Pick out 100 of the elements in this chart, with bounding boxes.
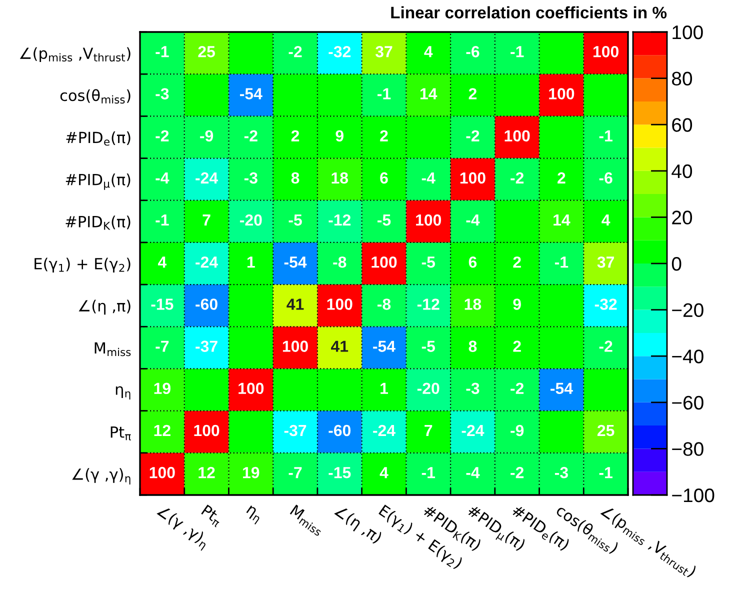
- data-label: -6: [599, 172, 612, 184]
- data-label: 100: [504, 130, 530, 142]
- data-label: -2: [244, 130, 258, 142]
- data-label: 100: [549, 88, 574, 100]
- data-label: -3: [466, 382, 480, 394]
- data-label: -24: [462, 424, 484, 436]
- y-tick-label: #PID$_{μ}$(π): [66, 174, 130, 190]
- color-bar-label: 20: [672, 210, 692, 224]
- y-tick-label: ∠(p$_{miss}$ ,V$_{thrust}$): [20, 47, 130, 62]
- data-label: 41: [286, 298, 304, 310]
- data-label: -24: [196, 256, 218, 268]
- color-bar-label: −100: [672, 488, 714, 502]
- data-label: -12: [417, 298, 440, 310]
- data-label: 6: [380, 172, 388, 184]
- data-label: -2: [288, 46, 302, 58]
- data-label: 25: [597, 424, 614, 436]
- data-label: -2: [466, 130, 480, 142]
- y-tick-label: Pt$_{π}$: [110, 426, 131, 440]
- data-label: 100: [416, 214, 442, 226]
- data-label: -32: [594, 298, 617, 310]
- data-label: -1: [510, 46, 524, 58]
- data-label: -4: [156, 172, 170, 184]
- data-label: -12: [328, 214, 351, 226]
- data-label: 1: [247, 256, 255, 268]
- data-label: -2: [599, 340, 612, 352]
- data-label: 100: [194, 424, 220, 436]
- data-label: -4: [466, 467, 480, 478]
- data-label: 19: [154, 382, 170, 394]
- data-label: -4: [466, 214, 480, 226]
- data-label: -6: [466, 46, 480, 58]
- color-bar-label: −60: [672, 396, 704, 410]
- data-label: -60: [196, 298, 218, 310]
- data-label: 100: [238, 382, 264, 394]
- y-tick-label: ∠(η ,π): [78, 300, 130, 315]
- data-label: -8: [333, 256, 346, 268]
- data-label: 19: [243, 466, 260, 478]
- data-label: -1: [599, 130, 612, 142]
- data-label: 4: [424, 46, 433, 58]
- data-label: -4: [422, 172, 436, 184]
- data-label: 8: [291, 172, 300, 184]
- data-label: 1: [380, 382, 388, 394]
- y-tick-label: cos(θ$_{miss}$): [60, 89, 130, 104]
- y-tick-label: #PID$_{K}$(π): [66, 216, 130, 230]
- data-label: -8: [378, 298, 391, 310]
- data-label: -54: [284, 256, 307, 268]
- data-label: 2: [380, 130, 388, 142]
- data-label: 100: [282, 340, 308, 352]
- data-label: -1: [156, 214, 169, 226]
- data-label: 7: [202, 214, 210, 226]
- data-label: -20: [240, 214, 262, 226]
- x-tick-label: Pt$_{π}$: [200, 504, 224, 528]
- data-label: 14: [420, 88, 438, 100]
- x-tick-label: η$_{η}$: [244, 505, 263, 524]
- y-tick-label: #PID$_{e}$(π): [66, 131, 130, 146]
- y-tick-label: E(γ$_{1}$) + E(γ$_{2}$): [34, 258, 130, 272]
- data-label: -1: [554, 256, 568, 268]
- data-label: 6: [468, 256, 477, 268]
- data-label: -1: [378, 88, 391, 100]
- data-label: -54: [550, 382, 573, 394]
- data-label: 12: [154, 424, 170, 436]
- data-label: -3: [554, 466, 568, 478]
- data-label: 14: [554, 214, 570, 226]
- color-bar-label: −40: [672, 350, 704, 364]
- data-label: -3: [156, 88, 169, 100]
- y-tick-label: ∠(γ ,γ)$_{η}$: [72, 468, 130, 484]
- data-label: -37: [196, 340, 218, 352]
- data-label: 100: [372, 256, 397, 268]
- data-label: 4: [602, 214, 610, 226]
- data-label: 37: [375, 46, 392, 58]
- color-bar-label: 0: [672, 256, 682, 271]
- data-label: 100: [327, 298, 352, 310]
- y-tick-label: η$_{η}$: [116, 386, 130, 400]
- data-label: -9: [200, 130, 214, 142]
- color-bar-label: 40: [672, 164, 692, 178]
- data-label: 2: [513, 340, 521, 352]
- data-label: 41: [330, 340, 348, 352]
- data-label: -15: [328, 467, 351, 478]
- y-tick-label: M$_{miss}$: [94, 342, 131, 356]
- data-label: -5: [422, 340, 436, 352]
- color-bar-label: 80: [672, 72, 692, 86]
- data-label: -5: [422, 256, 436, 268]
- data-label: 7: [424, 425, 432, 436]
- data-label: 2: [558, 172, 566, 184]
- data-label: -7: [288, 467, 302, 478]
- data-label: 2: [291, 130, 300, 142]
- data-label: 100: [150, 466, 175, 478]
- data-label: -7: [156, 340, 169, 352]
- chart-title: Linear correlation coefficients in %: [391, 6, 667, 18]
- data-label: -54: [240, 88, 262, 100]
- data-label: 100: [460, 172, 486, 184]
- data-label: -1: [422, 467, 436, 478]
- data-label: -2: [156, 130, 169, 142]
- data-label: -5: [378, 214, 391, 226]
- data-label: -9: [510, 424, 524, 436]
- data-label: 100: [594, 46, 618, 58]
- color-bar-label: −80: [672, 442, 704, 456]
- data-label: 9: [513, 298, 521, 310]
- data-label: -2: [510, 172, 524, 184]
- color-bar-label: 100: [672, 25, 703, 40]
- color-bar-label: −20: [672, 303, 704, 318]
